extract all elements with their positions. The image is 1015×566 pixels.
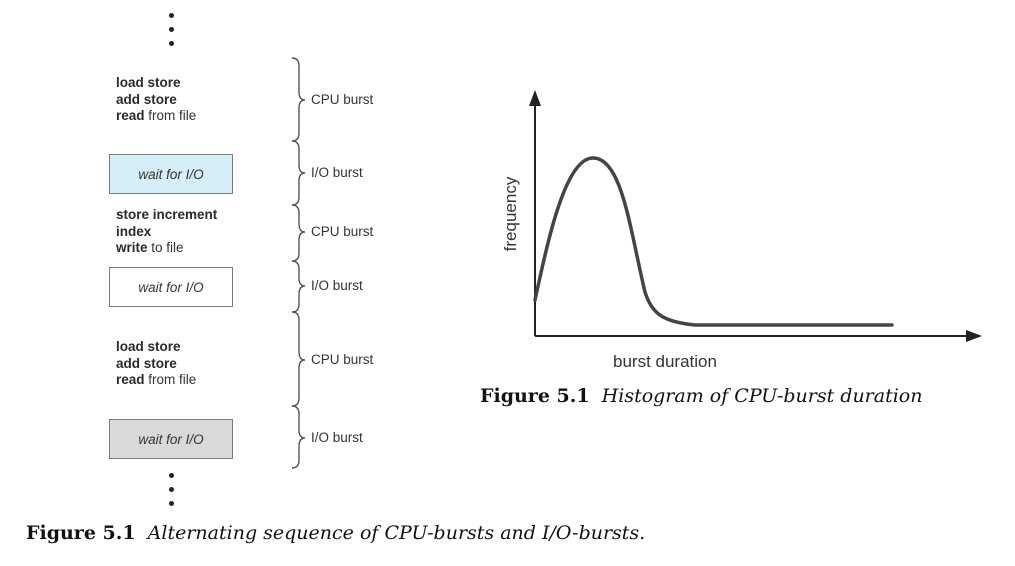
brace-io-2 bbox=[291, 260, 306, 313]
y-axis-label: frequency bbox=[501, 176, 520, 252]
cpu-instructions-1: load store add store read from file bbox=[116, 75, 197, 123]
brace-cpu-3 bbox=[291, 311, 306, 407]
wait-io-box-3: wait for I/O bbox=[109, 419, 233, 459]
cpu-instructions-3: load store add store read from file bbox=[116, 339, 197, 387]
burst-label-io-2: I/O burst bbox=[311, 278, 363, 293]
wait-io-box-2: wait for I/O bbox=[109, 267, 233, 307]
histogram-caption: Figure 5.1 Histogram of CPU-burst durati… bbox=[480, 385, 923, 407]
cpu-instructions-2: store increment index write to file bbox=[116, 207, 218, 255]
brace-io-1 bbox=[291, 140, 306, 206]
brace-io-3 bbox=[291, 405, 306, 469]
wait-io-box-1: wait for I/O bbox=[109, 154, 233, 194]
ellipsis-bottom bbox=[168, 473, 176, 515]
burst-label-io-3: I/O burst bbox=[311, 430, 363, 445]
ellipsis-top bbox=[168, 13, 176, 55]
brace-cpu-1 bbox=[291, 57, 306, 142]
x-axis-arrow-icon bbox=[966, 330, 982, 342]
sequence-caption: Figure 5.1 Alternating sequence of CPU-b… bbox=[26, 522, 646, 544]
y-axis-arrow-icon bbox=[529, 90, 541, 106]
burst-curve bbox=[533, 156, 894, 327]
burst-label-cpu-2: CPU burst bbox=[311, 224, 374, 239]
burst-label-cpu-3: CPU burst bbox=[311, 352, 374, 367]
burst-label-io-1: I/O burst bbox=[311, 165, 363, 180]
brace-cpu-2 bbox=[291, 204, 306, 262]
burst-label-cpu-1: CPU burst bbox=[311, 92, 374, 107]
x-axis-label: burst duration bbox=[613, 352, 717, 371]
